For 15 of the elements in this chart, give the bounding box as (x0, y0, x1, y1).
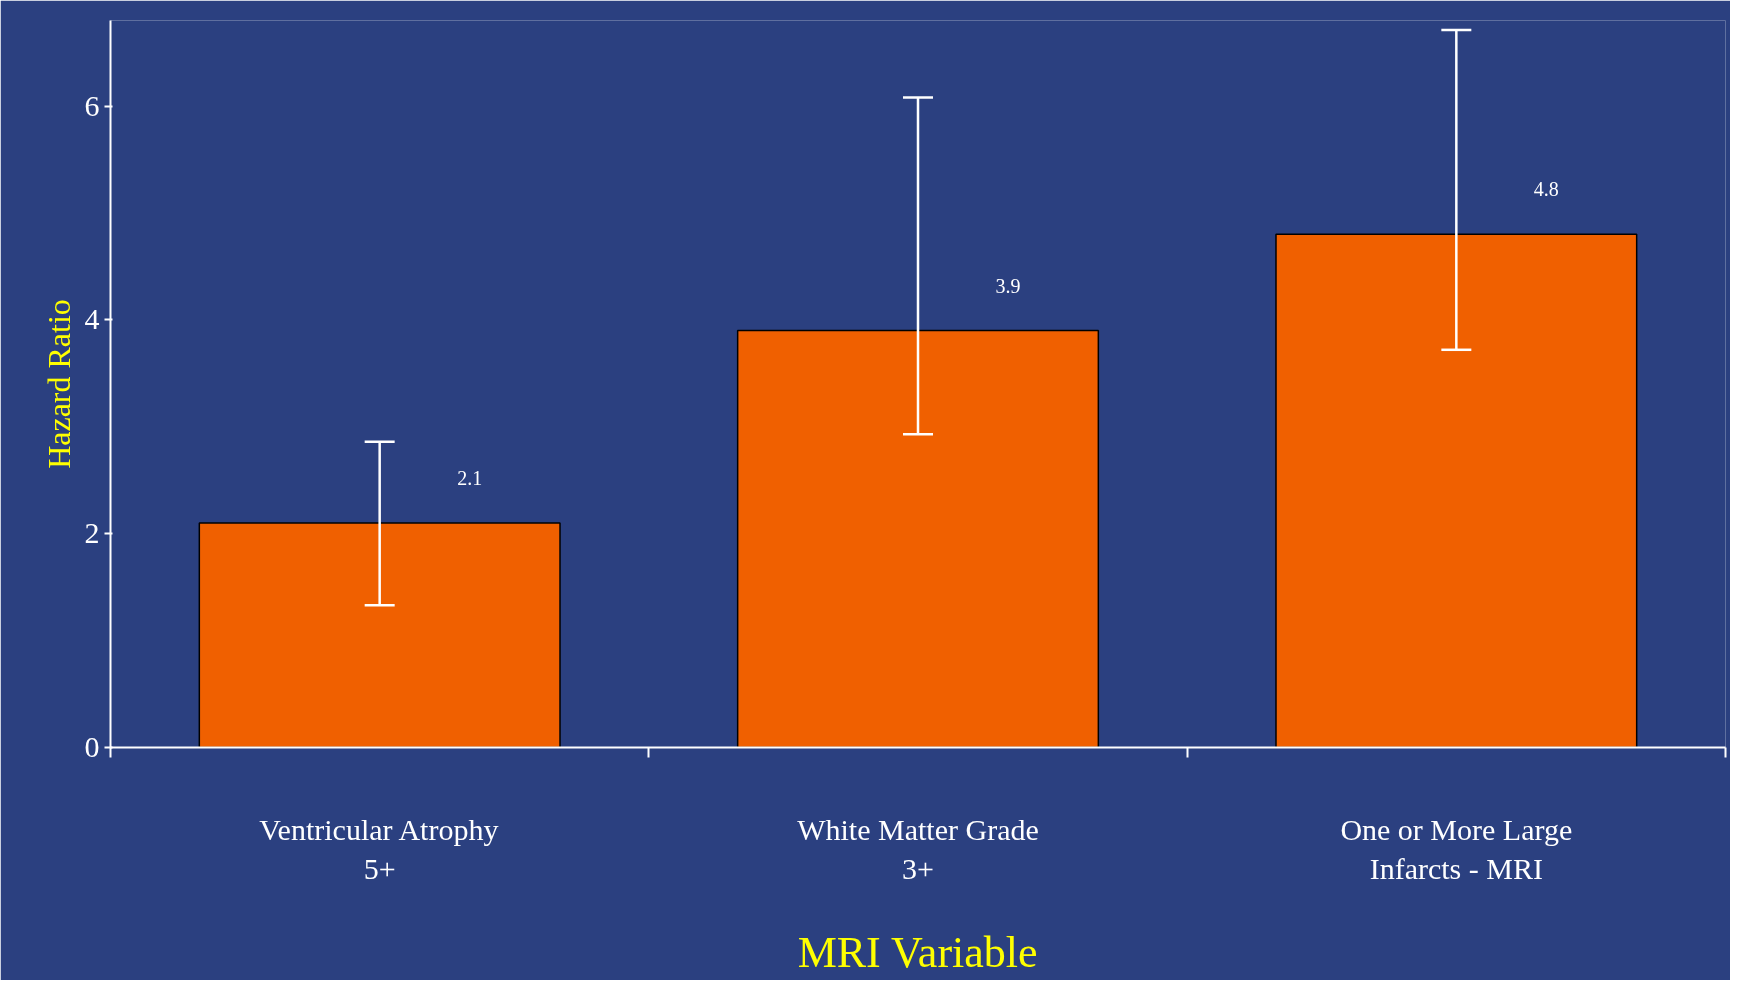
y-axis-title: Hazard Ratio (40, 299, 77, 469)
bar (736, 329, 1100, 748)
y-tick-label: 0 (84, 730, 100, 763)
data-label: 4.8 (1533, 178, 1559, 201)
x-tick-label: One or More Large Infarcts - MRI (1340, 812, 1573, 886)
x-tick-label: White Matter Grade 3+ (797, 812, 1039, 886)
data-label: 2.1 (457, 466, 483, 489)
y-tick-label: 6 (84, 88, 100, 122)
data-label: 3.9 (995, 274, 1021, 297)
x-axis-title: MRI Variable (797, 928, 1038, 978)
y-tick-label: 2 (84, 516, 100, 550)
bar (198, 522, 561, 748)
y-tick-label: 4 (84, 302, 100, 336)
x-tick-label: Ventricular Atrophy 5+ (259, 812, 499, 886)
bar (1275, 233, 1638, 748)
